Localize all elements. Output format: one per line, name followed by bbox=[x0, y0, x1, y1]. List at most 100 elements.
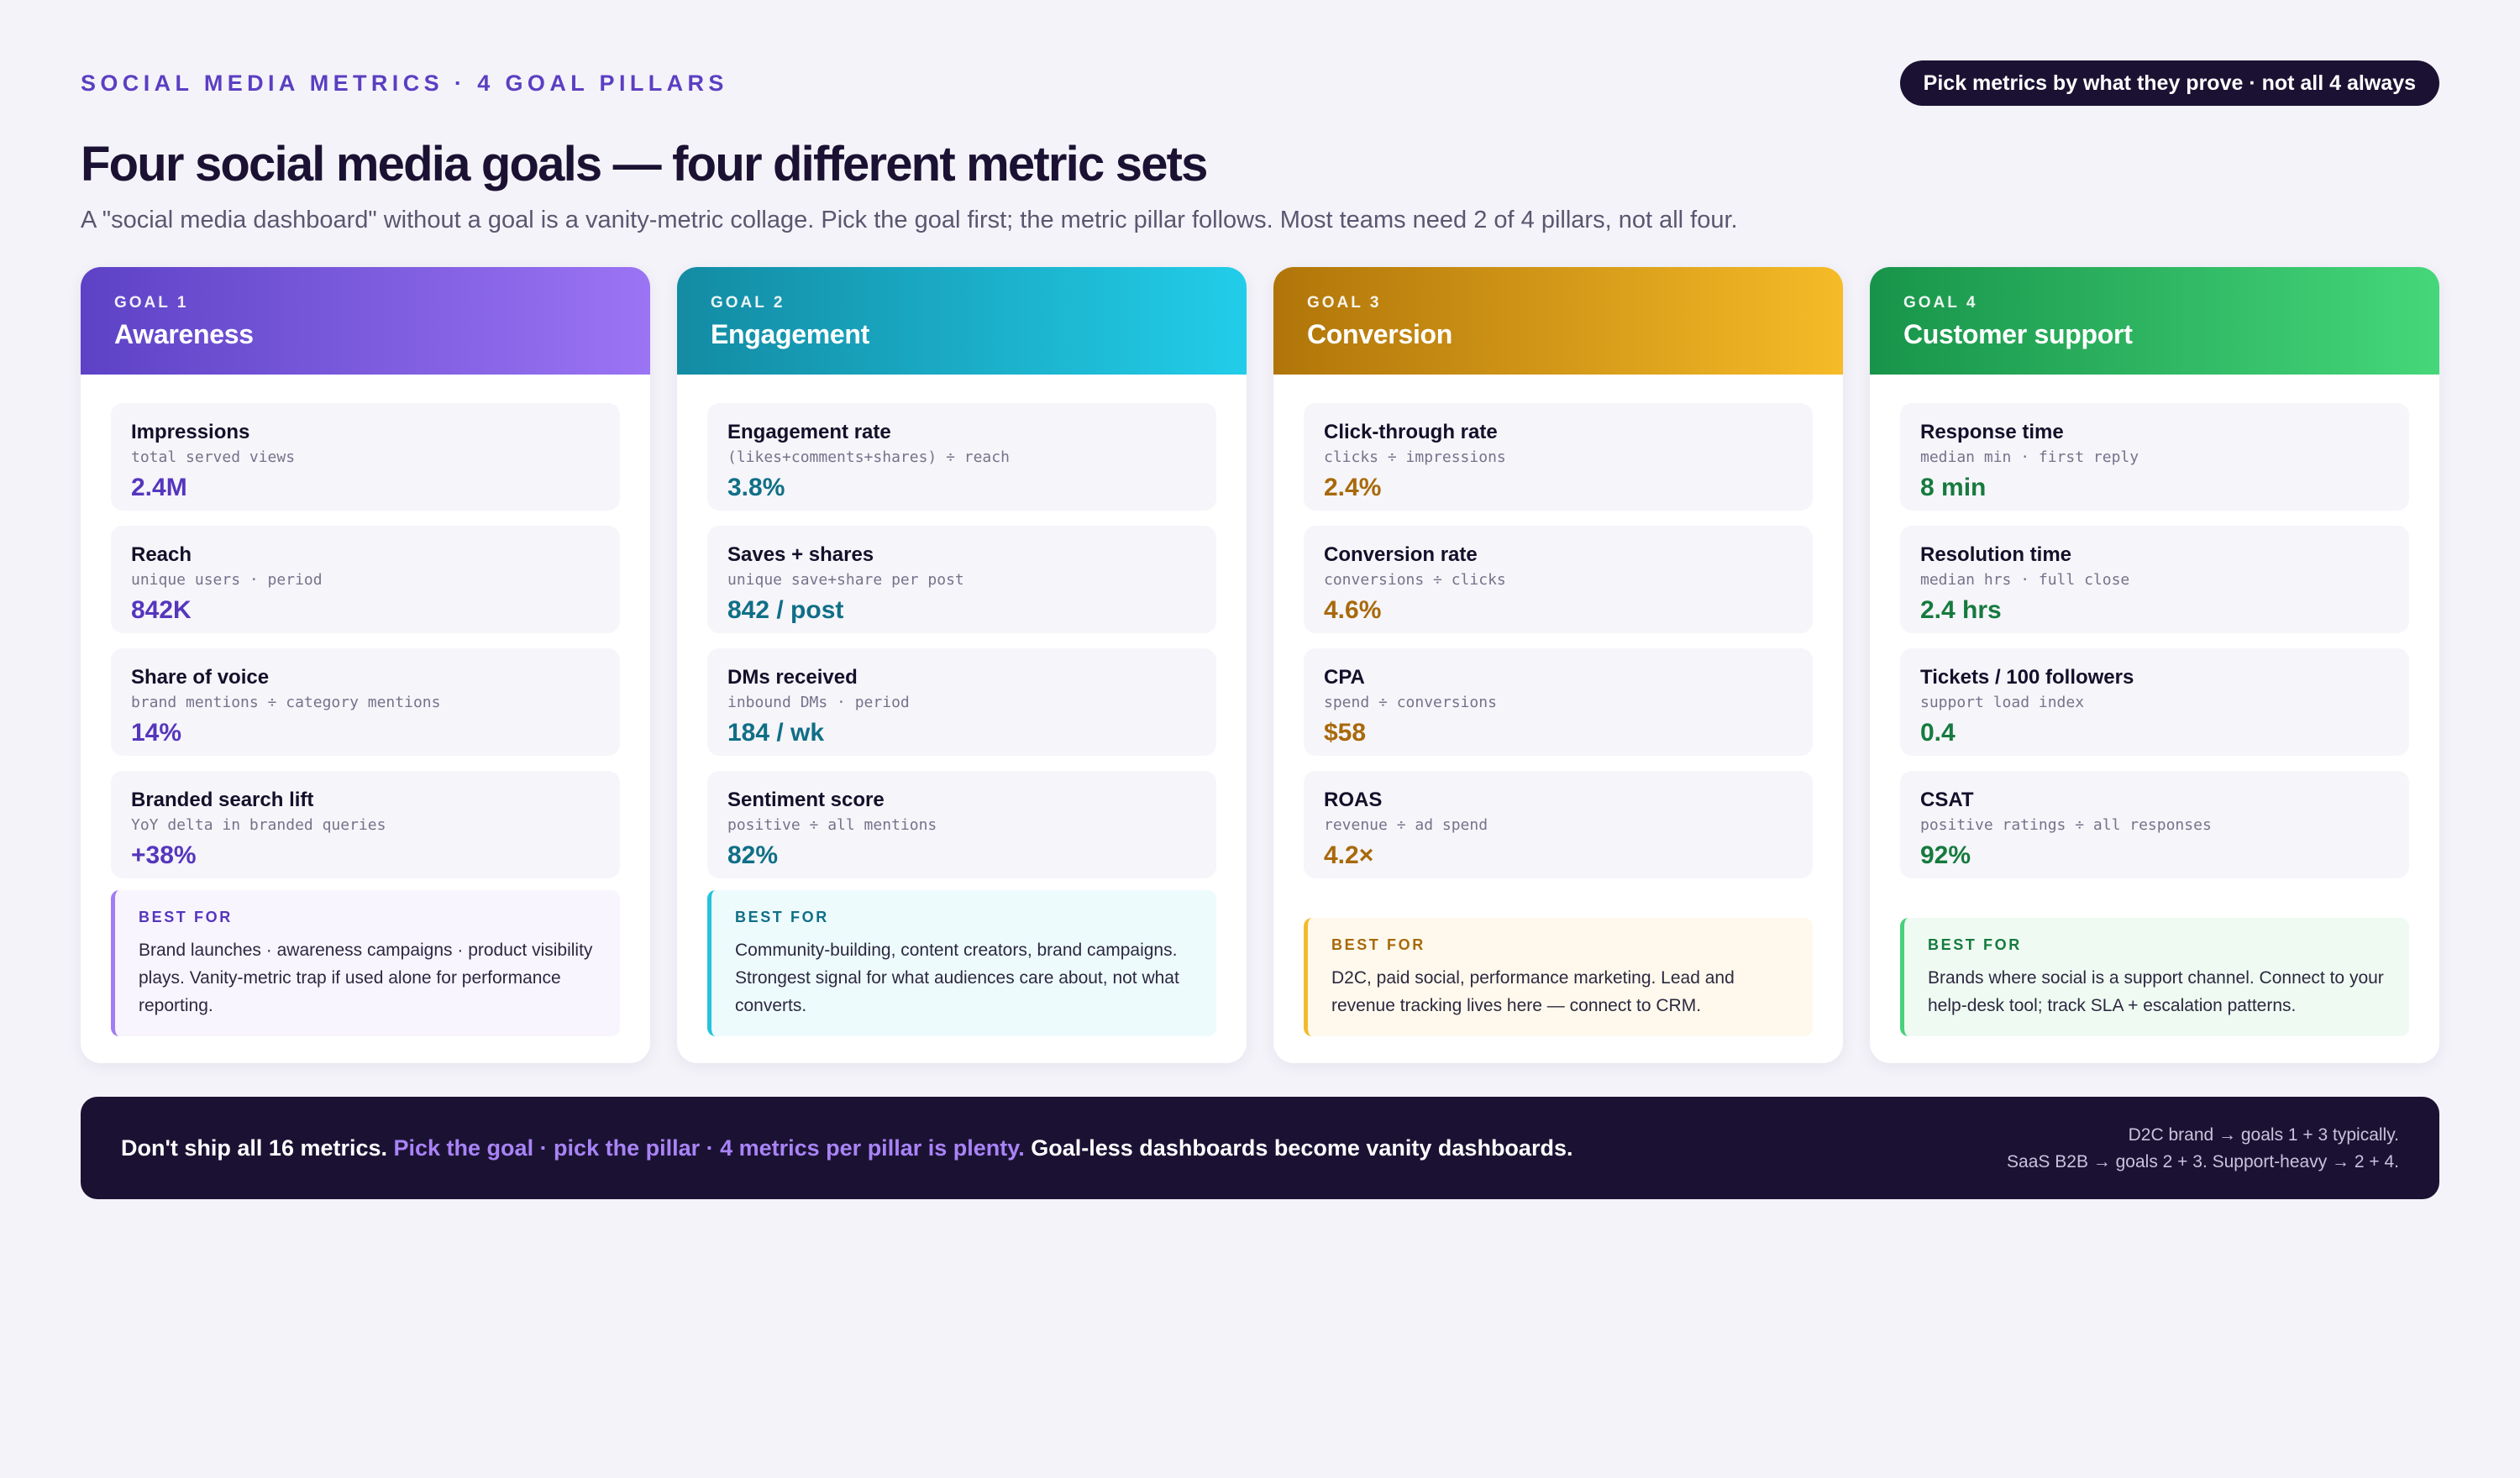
best-for-note: BEST FOR Brand launches · awareness camp… bbox=[111, 890, 620, 1036]
best-for-text: Brands where social is a support channel… bbox=[1928, 968, 2384, 1015]
goal-number: GOAL 1 bbox=[114, 294, 189, 312]
metric-tile: Sentiment score positive ÷ all mentions … bbox=[707, 771, 1216, 878]
metric-formula: (likes+comments+shares) ÷ reach bbox=[727, 448, 1010, 466]
metric-tile: Conversion rate conversions ÷ clicks 4.6… bbox=[1304, 526, 1813, 633]
goal-name: Awareness bbox=[114, 319, 254, 349]
metric-name: DMs received bbox=[727, 666, 858, 689]
metric-list: Click-through rate clicks ÷ impressions … bbox=[1273, 375, 1843, 878]
metric-name: Response time bbox=[1920, 421, 2064, 443]
goal-card-header: GOAL 1 Awareness bbox=[81, 267, 650, 375]
metric-tile: Reach unique users · period 842K bbox=[111, 526, 620, 633]
metric-formula: median hrs · full close bbox=[1920, 571, 2130, 589]
metric-name: Resolution time bbox=[1920, 543, 2072, 566]
goal-card-awareness: GOAL 1 Awareness Impressions total serve… bbox=[81, 267, 650, 1063]
metric-tile: CSAT positive ratings ÷ all responses 92… bbox=[1900, 771, 2409, 878]
top-bar: SOCIAL MEDIA METRICS · 4 GOAL PILLARS Pi… bbox=[81, 60, 2439, 107]
goal-card-header: GOAL 3 Conversion bbox=[1273, 267, 1843, 375]
metric-value: 842 / post bbox=[727, 596, 844, 624]
takeaway-banner: Don't ship all 16 metrics. Pick the goal… bbox=[81, 1097, 2439, 1199]
goal-card-header: GOAL 2 Engagement bbox=[677, 267, 1247, 375]
metric-name: Impressions bbox=[131, 421, 250, 443]
metric-value: $58 bbox=[1324, 719, 1367, 747]
best-for-note: BEST FOR Community-building, content cre… bbox=[707, 890, 1216, 1036]
takeaway-highlight: Pick the goal · pick the pillar · 4 metr… bbox=[393, 1135, 1025, 1161]
metric-name: CPA bbox=[1324, 666, 1365, 689]
metric-formula: conversions ÷ clicks bbox=[1324, 571, 1506, 589]
example-line: SaaS B2B → goals 2 + 3. Support-heavy → … bbox=[2007, 1152, 2399, 1171]
metric-formula: total served views bbox=[131, 448, 296, 466]
page-title: Four social media goals — four different… bbox=[81, 137, 1208, 191]
takeaway-lead: Don't ship all 16 metrics. bbox=[121, 1135, 394, 1161]
metric-value: 4.6% bbox=[1324, 596, 1382, 624]
eyebrow-label: SOCIAL MEDIA METRICS · 4 GOAL PILLARS bbox=[81, 71, 728, 96]
metric-name: Conversion rate bbox=[1324, 543, 1478, 566]
metric-tile: Engagement rate (likes+comments+shares) … bbox=[707, 403, 1216, 511]
example-line: D2C brand → goals 1 + 3 typically. bbox=[2128, 1125, 2399, 1145]
best-for-label: BEST FOR bbox=[1928, 936, 2022, 953]
best-for-text: Community-building, content creators, br… bbox=[735, 941, 1179, 1015]
metric-formula: unique save+share per post bbox=[727, 571, 964, 589]
goal-card-engagement: GOAL 2 Engagement Engagement rate (likes… bbox=[677, 267, 1247, 1063]
metric-name: Saves + shares bbox=[727, 543, 874, 566]
metric-name: Engagement rate bbox=[727, 421, 891, 443]
metric-name: Reach bbox=[131, 543, 192, 566]
metric-name: ROAS bbox=[1324, 789, 1383, 811]
metric-formula: revenue ÷ ad spend bbox=[1324, 816, 1488, 834]
metric-formula: brand mentions ÷ category mentions bbox=[131, 694, 441, 711]
goal-card-conversion: GOAL 3 Conversion Click-through rate cli… bbox=[1273, 267, 1843, 1063]
goal-number: GOAL 2 bbox=[711, 294, 785, 312]
metric-name: Branded search lift bbox=[131, 789, 314, 811]
metric-formula: unique users · period bbox=[131, 571, 323, 589]
metric-value: 14% bbox=[131, 719, 182, 747]
metric-tile: Impressions total served views 2.4M bbox=[111, 403, 620, 511]
metric-value: +38% bbox=[131, 841, 197, 869]
metric-value: 2.4 hrs bbox=[1920, 596, 2002, 624]
metric-value: 2.4% bbox=[1324, 474, 1382, 501]
metric-name: CSAT bbox=[1920, 789, 1974, 811]
metric-tile: ROAS revenue ÷ ad spend 4.2× bbox=[1304, 771, 1813, 878]
metric-formula: YoY delta in branded queries bbox=[131, 816, 386, 834]
page-subtitle: A "social media dashboard" without a goa… bbox=[81, 207, 1738, 233]
metric-tile: Share of voice brand mentions ÷ category… bbox=[111, 648, 620, 756]
metric-value: 4.2× bbox=[1324, 841, 1374, 869]
metric-tile: Branded search lift YoY delta in branded… bbox=[111, 771, 620, 878]
metric-list: Engagement rate (likes+comments+shares) … bbox=[677, 375, 1247, 878]
metric-tile: Tickets / 100 followers support load ind… bbox=[1900, 648, 2409, 756]
metric-tile: DMs received inbound DMs · period 184 / … bbox=[707, 648, 1216, 756]
metric-formula: support load index bbox=[1920, 694, 2085, 711]
goal-card-customer-support: GOAL 4 Customer support Response time me… bbox=[1870, 267, 2439, 1063]
metric-list: Impressions total served views 2.4M Reac… bbox=[81, 375, 650, 878]
best-for-text: D2C, paid social, performance marketing.… bbox=[1331, 968, 1735, 1015]
goal-card-header: GOAL 4 Customer support bbox=[1870, 267, 2439, 375]
metric-value: 842K bbox=[131, 596, 192, 624]
metric-value: 3.8% bbox=[727, 474, 785, 501]
goal-number: GOAL 3 bbox=[1307, 294, 1382, 312]
best-for-label: BEST FOR bbox=[139, 909, 233, 925]
metric-tile: CPA spend ÷ conversions $58 bbox=[1304, 648, 1813, 756]
guidance-pill: Pick metrics by what they prove · not al… bbox=[1899, 60, 2439, 106]
best-for-label: BEST FOR bbox=[735, 909, 829, 925]
metric-name: Tickets / 100 followers bbox=[1920, 666, 2134, 689]
metric-tile: Resolution time median hrs · full close … bbox=[1900, 526, 2409, 633]
metric-formula: positive ratings ÷ all responses bbox=[1920, 816, 2212, 834]
metric-value: 184 / wk bbox=[727, 719, 825, 747]
metric-formula: spend ÷ conversions bbox=[1324, 694, 1497, 711]
metric-value: 0.4 bbox=[1920, 719, 1956, 747]
takeaway-tail: Goal-less dashboards become vanity dashb… bbox=[1024, 1135, 1573, 1161]
page: SOCIAL MEDIA METRICS · 4 GOAL PILLARS Pi… bbox=[81, 60, 2439, 1199]
best-for-label: BEST FOR bbox=[1331, 936, 1425, 953]
takeaway-examples: D2C brand → goals 1 + 3 typically. SaaS … bbox=[2007, 1122, 2399, 1176]
metric-tile: Click-through rate clicks ÷ impressions … bbox=[1304, 403, 1813, 511]
goal-name: Customer support bbox=[1903, 319, 2133, 349]
metric-name: Share of voice bbox=[131, 666, 270, 689]
goal-name: Engagement bbox=[711, 319, 870, 349]
goal-name: Conversion bbox=[1307, 319, 1453, 349]
metric-name: Click-through rate bbox=[1324, 421, 1498, 443]
metric-value: 2.4M bbox=[131, 474, 187, 501]
metric-formula: inbound DMs · period bbox=[727, 694, 910, 711]
best-for-text: Brand launches · awareness campaigns · p… bbox=[139, 941, 593, 1015]
metric-formula: positive ÷ all mentions bbox=[727, 816, 937, 834]
goal-pillars-grid: GOAL 1 Awareness Impressions total serve… bbox=[81, 267, 2439, 1063]
metric-value: 8 min bbox=[1920, 474, 1987, 501]
metric-name: Sentiment score bbox=[727, 789, 885, 811]
